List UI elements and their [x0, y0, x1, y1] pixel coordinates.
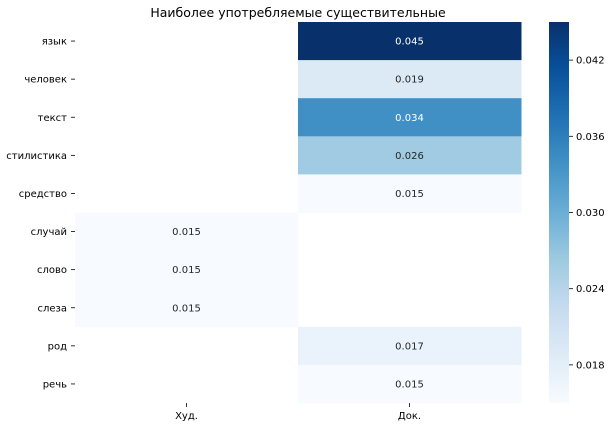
- heatmap-cell: [298, 22, 522, 61]
- cell-value-label: 0.034: [395, 113, 424, 124]
- cell-value-label: 0.015: [172, 227, 201, 238]
- cell-value-label: 0.017: [395, 341, 424, 352]
- chart-title: Наиболее употребляемые существительные: [150, 5, 446, 20]
- y-tick-label: речь: [43, 379, 67, 390]
- colorbar-tick-label: 0.042: [576, 56, 605, 67]
- colorbar-tick-label: 0.018: [576, 360, 605, 371]
- heatmap-cell: [298, 174, 522, 213]
- y-tick-label: слеза: [38, 303, 68, 314]
- y-axis-tick-labels: язык человек текст стилистика средство случай…: [6, 37, 75, 390]
- x-tick-label: Док.: [398, 411, 421, 422]
- y-tick-label: текст: [38, 113, 68, 124]
- heatmap-cell: [298, 136, 522, 175]
- cell-value-label: 0.015: [172, 303, 201, 314]
- colorbar-tick-labels: 0.018 0.024 0.030 0.036 0.042: [569, 56, 605, 371]
- cell-value-label: 0.045: [395, 37, 424, 48]
- heatmap-cell: [75, 250, 299, 290]
- y-tick-label: случай: [31, 227, 67, 238]
- heatmap-cell: [298, 364, 522, 404]
- colorbar-tick-label: 0.036: [576, 132, 605, 143]
- heatmap-cells: 0.045 0.019 0.034 0.026 0.015 0.015 0.015 0.015…: [75, 22, 522, 404]
- cell-value-label: 0.015: [395, 189, 424, 200]
- colorbar-tick-label: 0.030: [576, 208, 605, 219]
- heatmap-cell: [75, 212, 299, 252]
- y-tick-label: человек: [24, 75, 67, 86]
- heatmap-cell: [75, 288, 299, 328]
- cell-value-label: 0.026: [395, 151, 424, 162]
- cell-value-label: 0.015: [395, 379, 424, 390]
- x-tick-label: Худ.: [175, 411, 198, 422]
- heatmap-cell: [298, 326, 522, 366]
- y-tick-label: род: [48, 341, 67, 352]
- x-axis-tick-labels: Худ. Док.: [175, 403, 421, 422]
- cell-value-label: 0.015: [172, 265, 201, 276]
- colorbar-tick-label: 0.024: [576, 284, 605, 295]
- heatmap-cell: [298, 98, 522, 137]
- colorbar: [549, 22, 569, 403]
- heatmap-cell: [298, 60, 522, 99]
- y-tick-label: слово: [37, 265, 67, 276]
- y-tick-label: средство: [19, 189, 67, 200]
- cell-value-label: 0.019: [395, 75, 424, 86]
- y-tick-label: стилистика: [6, 151, 67, 162]
- y-tick-label: язык: [42, 37, 67, 48]
